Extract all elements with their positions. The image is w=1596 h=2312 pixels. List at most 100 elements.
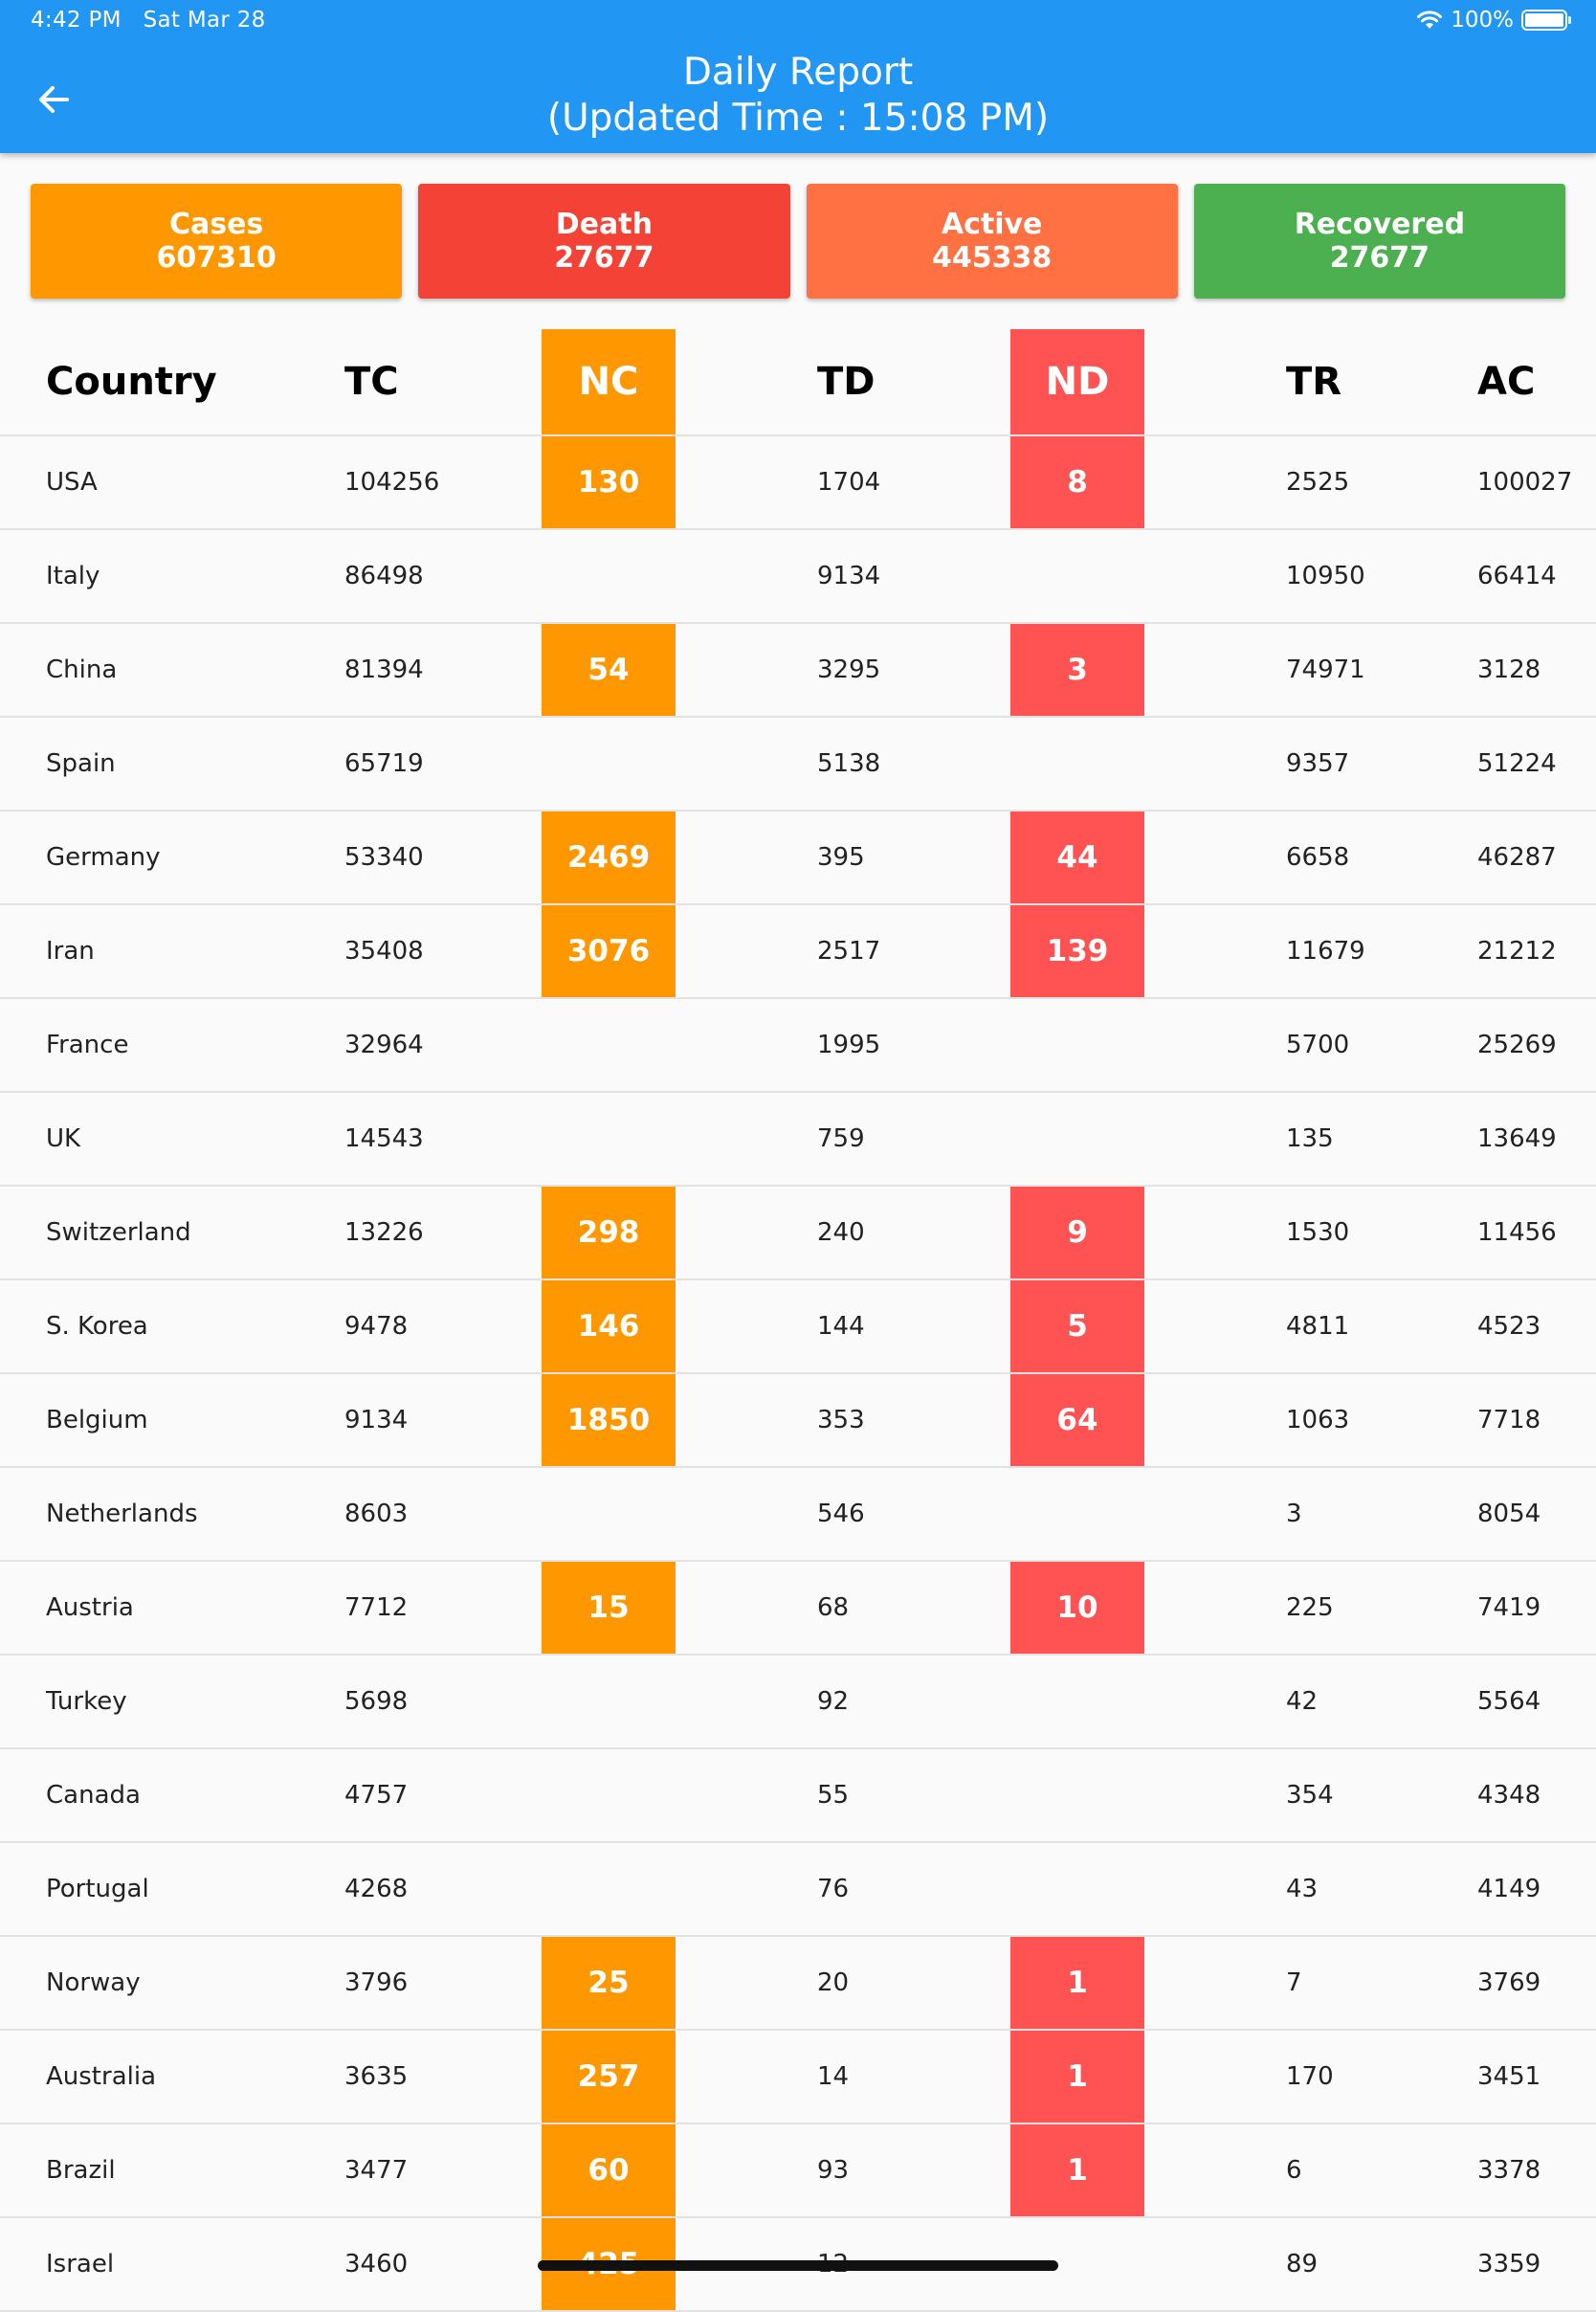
cell-tc: 4757 (344, 1781, 409, 1810)
cell-nd: 1 (1010, 1937, 1144, 2029)
column-header-nc[interactable]: NC (542, 329, 676, 434)
country-table: Country TC NC TD ND TR AC USA 104256 130 1704 8 2525… (0, 329, 1596, 2312)
cell-td: 5138 (817, 749, 881, 778)
battery-percent: 100% (1451, 8, 1514, 33)
cell-tr: 4811 (1286, 1312, 1350, 1341)
cell-td: 2517 (817, 937, 881, 966)
table-row[interactable]: France 32964 1995 5700 25269 (0, 999, 1596, 1093)
cell-ac: 21212 (1477, 937, 1557, 966)
column-header-tr[interactable]: TR (1286, 360, 1342, 404)
cell-country: Australia (46, 2062, 157, 2091)
table-row[interactable]: Spain 65719 5138 9357 51224 (0, 718, 1596, 811)
cell-country: S. Korea (46, 1312, 148, 1341)
table-row[interactable]: Netherlands 8603 546 3 8054 (0, 1468, 1596, 1562)
cell-tc: 7712 (344, 1593, 409, 1622)
cell-nc (542, 1749, 676, 1841)
cell-nc: 54 (542, 624, 676, 716)
cell-tc: 86498 (344, 562, 424, 590)
cell-country: Canada (46, 1781, 141, 1810)
table-row[interactable]: Austria 7712 15 68 10 225 7419 (0, 1562, 1596, 1656)
cell-ac: 100027 (1477, 468, 1573, 497)
cell-tc: 35408 (344, 937, 424, 966)
cell-tr: 6 (1286, 2156, 1302, 2185)
cell-country: Germany (46, 843, 161, 872)
cell-nd: 3 (1010, 624, 1144, 716)
cell-tc: 104256 (344, 468, 440, 497)
table-row[interactable]: Turkey 5698 92 42 5564 (0, 1656, 1596, 1749)
table-row[interactable]: Norway 3796 25 20 1 7 3769 (0, 1937, 1596, 2031)
cell-country: USA (46, 468, 98, 497)
cell-tr: 89 (1286, 2250, 1319, 2279)
cell-tr: 5700 (1286, 1031, 1350, 1059)
column-header-country[interactable]: Country (46, 360, 217, 404)
table-row[interactable]: Brazil 3477 60 93 1 6 3378 (0, 2124, 1596, 2218)
cell-ac: 66414 (1477, 562, 1557, 590)
cell-tr: 2525 (1286, 468, 1350, 497)
cell-ac: 4523 (1477, 1312, 1541, 1341)
cell-nd: 10 (1010, 1562, 1144, 1654)
cell-tc: 81394 (344, 656, 424, 684)
cell-tc: 3460 (344, 2250, 409, 2279)
cell-nc: 3076 (542, 905, 676, 997)
column-header-nd[interactable]: ND (1010, 329, 1144, 434)
table-row[interactable]: Australia 3635 257 14 1 170 3451 (0, 2031, 1596, 2124)
table-row[interactable]: Canada 4757 55 354 4348 (0, 1749, 1596, 1843)
table-row[interactable]: S. Korea 9478 146 144 5 4811 4523 (0, 1280, 1596, 1374)
cell-ac: 4348 (1477, 1781, 1541, 1810)
cell-tc: 13226 (344, 1218, 424, 1247)
table-row[interactable]: USA 104256 130 1704 8 2525 100027 (0, 436, 1596, 530)
cell-td: 3295 (817, 656, 881, 684)
summary-card-recovered: Recovered 27677 (1193, 184, 1565, 299)
cell-ac: 3451 (1477, 2062, 1541, 2091)
cell-country: Norway (46, 1968, 141, 1997)
summary-card-label: Death (555, 208, 653, 241)
table-row[interactable]: Italy 86498 9134 10950 66414 (0, 530, 1596, 624)
cell-tr: 225 (1286, 1593, 1334, 1622)
column-header-ac[interactable]: AC (1477, 360, 1536, 404)
cell-tc: 14543 (344, 1124, 424, 1153)
cell-nc: 146 (542, 1280, 676, 1372)
cell-ac: 46287 (1477, 843, 1557, 872)
cell-country: Netherlands (46, 1500, 198, 1528)
summary-card-value: 607310 (156, 241, 277, 275)
cell-nd: 9 (1010, 1187, 1144, 1278)
table-row[interactable]: UK 14543 759 135 13649 (0, 1093, 1596, 1187)
cell-td: 546 (817, 1500, 865, 1528)
table-row[interactable]: Switzerland 13226 298 240 9 1530 11456 (0, 1187, 1596, 1280)
cell-td: 759 (817, 1124, 865, 1153)
cell-tc: 3796 (344, 1968, 409, 1997)
cell-nc (542, 1093, 676, 1185)
cell-nc: 60 (542, 2124, 676, 2216)
cell-nc: 257 (542, 2031, 676, 2123)
cell-country: Iran (46, 937, 95, 966)
table-row[interactable]: Belgium 9134 1850 353 64 1063 7718 (0, 1374, 1596, 1468)
cell-tc: 8603 (344, 1500, 409, 1528)
cell-ac: 11456 (1477, 1218, 1557, 1247)
home-indicator[interactable] (538, 2260, 1058, 2271)
cell-td: 353 (817, 1406, 865, 1434)
cell-ac: 3378 (1477, 2156, 1541, 2185)
cell-ac: 51224 (1477, 749, 1557, 778)
column-header-tc[interactable]: TC (344, 360, 399, 404)
cell-nc (542, 718, 676, 810)
cell-nc (542, 1468, 676, 1560)
column-header-td[interactable]: TD (817, 360, 876, 404)
cell-tr: 43 (1286, 1875, 1319, 1903)
back-button[interactable] (29, 75, 78, 124)
summary-card-label: Active (941, 208, 1043, 241)
table-row[interactable]: Iran 35408 3076 2517 139 11679 21212 (0, 905, 1596, 999)
cell-ac: 3769 (1477, 1968, 1541, 1997)
cell-nc: 1850 (542, 1374, 676, 1466)
table-row[interactable]: Germany 53340 2469 395 44 6658 46287 (0, 811, 1596, 905)
summary-cards: Cases 607310 Death 27677 Active 445338 Recover… (31, 184, 1565, 299)
summary-card-death: Death 27677 (418, 184, 790, 299)
cell-nd: 44 (1010, 811, 1144, 903)
summary-card-value: 445338 (932, 241, 1053, 275)
table-row[interactable]: Portugal 4268 76 43 4149 (0, 1843, 1596, 1937)
cell-td: 93 (817, 2156, 850, 2185)
status-time: 4:42 PM (31, 8, 122, 33)
cell-tc: 5698 (344, 1687, 409, 1716)
table-row[interactable]: China 81394 54 3295 3 74971 3128 (0, 624, 1596, 718)
cell-nc (542, 999, 676, 1091)
cell-country: Spain (46, 749, 116, 778)
